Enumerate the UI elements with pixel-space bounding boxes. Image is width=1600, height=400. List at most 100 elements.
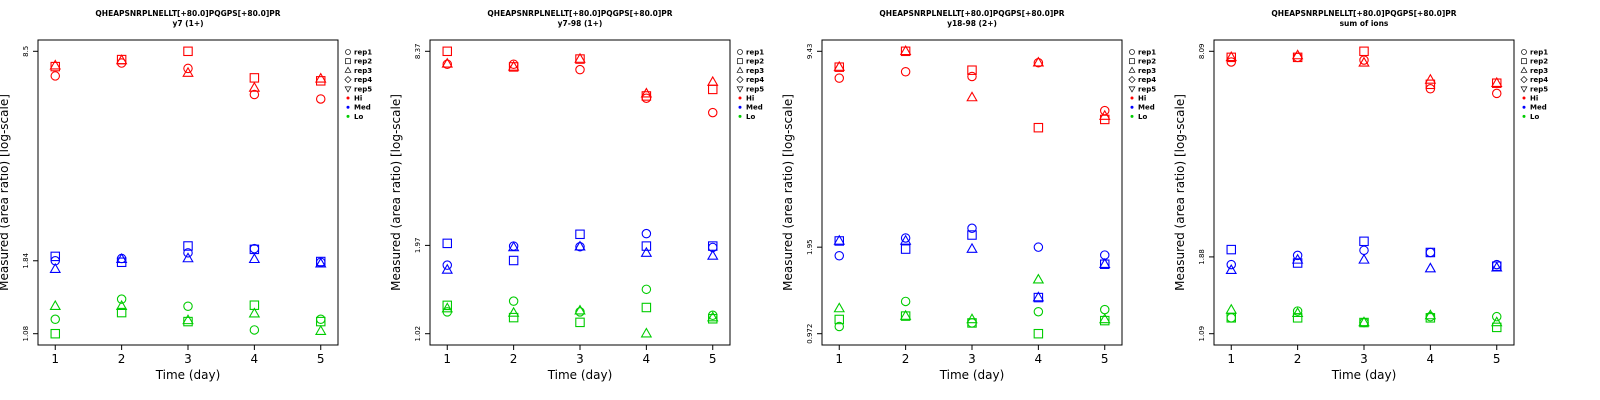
data-point (1225, 303, 1238, 314)
data-point (833, 302, 846, 313)
data-point (1291, 253, 1304, 264)
data-point (641, 228, 652, 239)
data-point (967, 71, 977, 82)
data-point (1098, 313, 1111, 324)
data-point (116, 294, 127, 304)
data-point (508, 312, 519, 323)
data-point (1098, 257, 1111, 268)
legend-label: rep5 (1530, 85, 1548, 93)
data-point (640, 87, 653, 98)
data-point (1226, 313, 1237, 323)
legend-label: Hi (746, 95, 754, 103)
legend-label: rep4 (746, 76, 764, 84)
data-point (574, 304, 586, 315)
data-point (641, 284, 652, 295)
data-point (1033, 122, 1044, 133)
y-axis-label: Measured (area ratio) [log-scale] (1173, 94, 1187, 291)
data-point (707, 84, 718, 95)
legend-label: rep2 (354, 58, 372, 66)
data-point (1098, 109, 1111, 120)
data-point (249, 243, 260, 254)
legend-marker-rep1 (345, 49, 351, 55)
data-point (183, 241, 193, 251)
data-point (899, 44, 912, 56)
y-tick-label: 9.43 (806, 43, 814, 59)
data-point (1292, 313, 1303, 323)
data-point (50, 328, 61, 339)
data-point (315, 314, 326, 325)
x-tick-label: 3 (968, 352, 976, 366)
legend-marker-rep1 (737, 49, 743, 55)
data-point (1225, 51, 1238, 62)
data-point (575, 307, 585, 317)
data-point (1490, 316, 1503, 327)
legend-dot-hi (1130, 96, 1134, 100)
data-point (182, 314, 194, 325)
legend-dot-med (738, 105, 742, 109)
data-point (1033, 306, 1044, 317)
data-point (442, 260, 453, 270)
legend-marker-rep2 (1129, 58, 1135, 65)
legend-label: rep3 (746, 67, 764, 75)
data-point (1491, 88, 1502, 99)
legend-label: Hi (1138, 95, 1146, 103)
data-point (900, 66, 911, 77)
data-point (575, 229, 585, 240)
x-tick-label: 5 (1493, 352, 1501, 366)
legend-label: rep4 (1138, 76, 1156, 84)
legend-label: Hi (1530, 95, 1538, 103)
data-point (1358, 56, 1370, 67)
data-point (834, 321, 845, 332)
legend-dot-lo (1522, 114, 1526, 118)
data-point (115, 54, 128, 65)
x-tick-label: 1 (835, 352, 843, 366)
data-point (1490, 261, 1503, 272)
data-point (441, 57, 454, 68)
data-point (50, 314, 61, 325)
data-point (575, 64, 585, 75)
chart-subtitle: y18-98 (2+) (947, 19, 997, 28)
x-tick-label: 2 (510, 352, 518, 366)
y-tick-label: 8.5 (22, 46, 30, 57)
data-point (967, 65, 977, 75)
data-point (706, 311, 719, 322)
legend-label: rep1 (1138, 49, 1156, 57)
data-point (967, 223, 977, 234)
data-point (833, 234, 846, 245)
data-point (900, 244, 911, 254)
plot-frame (821, 39, 1123, 346)
legend-marker-rep3 (1128, 66, 1136, 73)
data-point (182, 252, 194, 263)
data-point (1359, 236, 1369, 247)
legend-label: rep1 (746, 49, 764, 57)
legend-label: rep2 (1138, 58, 1156, 66)
data-point (1291, 49, 1304, 60)
y-tick-label: 8.37 (414, 43, 422, 59)
legend-label: rep5 (354, 85, 372, 93)
data-point (641, 241, 652, 251)
chart-panel-4: QHEAPSNRPLNELLT[+80.0]PQGPS[+80.0]PRsum … (1173, 9, 1548, 382)
data-point (507, 241, 520, 252)
legend-marker-rep5 (344, 86, 352, 93)
data-point (706, 249, 719, 260)
x-axis-label: Time (day) (155, 368, 221, 382)
x-tick-label: 4 (251, 352, 259, 366)
data-point (641, 302, 652, 313)
legend-label: rep1 (354, 49, 372, 57)
data-point (116, 307, 127, 318)
data-point (1425, 247, 1436, 258)
x-tick-label: 4 (1035, 352, 1043, 366)
data-point (967, 230, 977, 240)
legend-label: Lo (1138, 113, 1147, 121)
x-tick-label: 1 (443, 352, 451, 366)
data-point (115, 252, 128, 264)
data-point (1358, 316, 1370, 327)
legend-dot-hi (738, 96, 742, 100)
legend-marker-rep5 (736, 86, 744, 93)
data-point (1032, 273, 1045, 284)
legend-label: rep3 (1138, 67, 1156, 75)
legend-marker-rep1 (1521, 49, 1527, 55)
data-point (900, 296, 911, 307)
x-tick-label: 4 (1427, 352, 1435, 366)
